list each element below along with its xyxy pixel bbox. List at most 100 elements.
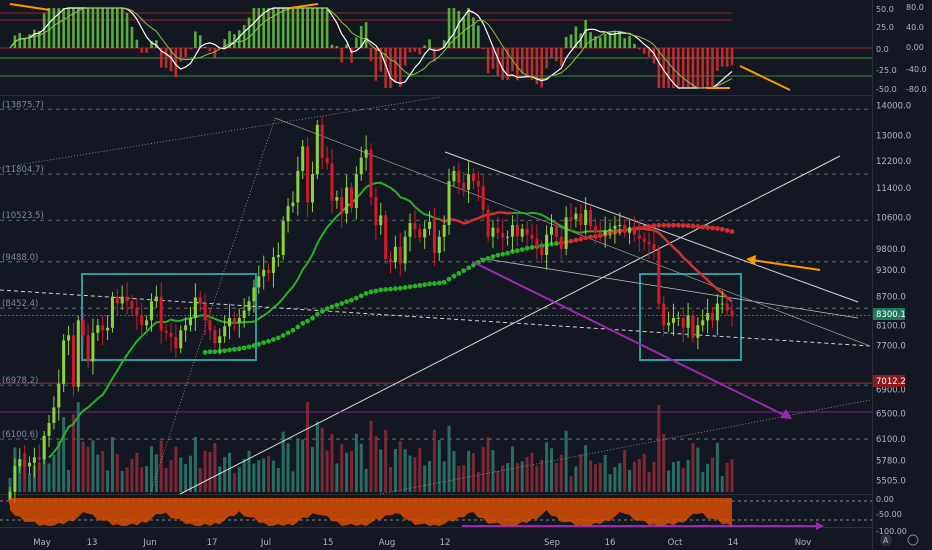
osc-histogram-bar bbox=[286, 8, 290, 48]
ma-long-dot bbox=[368, 289, 374, 295]
ma-long-dot bbox=[714, 226, 720, 231]
candle-body bbox=[237, 317, 241, 323]
candle-body bbox=[408, 223, 412, 237]
consolidation-box-left bbox=[81, 273, 257, 361]
volume-bar bbox=[471, 453, 475, 492]
candle-body bbox=[291, 202, 295, 207]
volume-bar bbox=[81, 441, 85, 492]
ma-long-dot bbox=[402, 285, 408, 291]
volume-bar bbox=[267, 455, 271, 492]
volume-bar bbox=[8, 478, 12, 492]
ma-long-dot bbox=[719, 226, 725, 232]
osc-histogram-bar bbox=[711, 48, 714, 88]
osc-top-outer-tick: 0.00 bbox=[906, 43, 924, 52]
ma-long-dot bbox=[305, 318, 310, 324]
volume-bar bbox=[140, 467, 144, 492]
candle-body bbox=[623, 224, 627, 233]
auto-scale-button[interactable]: A bbox=[880, 534, 892, 546]
candle-body bbox=[671, 317, 675, 323]
candle-body bbox=[667, 322, 671, 326]
osc-histogram-bar bbox=[501, 48, 505, 80]
osc-histogram-bar bbox=[174, 48, 178, 78]
trendline-dotted-top bbox=[0, 96, 441, 169]
osc-histogram-bar bbox=[194, 31, 197, 48]
osc-histogram-bar bbox=[37, 30, 41, 48]
osc-histogram-bar bbox=[389, 48, 392, 88]
osc-histogram-bar bbox=[530, 48, 534, 80]
volume-bar bbox=[149, 446, 153, 492]
osc-histogram-bar bbox=[457, 10, 461, 49]
osc-histogram-bar bbox=[203, 46, 207, 48]
candle-body bbox=[164, 330, 168, 333]
ma-long-dot bbox=[329, 304, 335, 310]
candle-body bbox=[359, 157, 363, 175]
osc-histogram-bar bbox=[159, 48, 163, 68]
osc-histogram-bar bbox=[316, 8, 319, 48]
time-axis-tick: 12 bbox=[440, 538, 451, 548]
candle-body bbox=[471, 174, 475, 182]
ma-long-dot bbox=[388, 286, 393, 292]
volume-bar bbox=[608, 474, 612, 492]
ma-long-dot bbox=[324, 306, 330, 312]
volume-bar bbox=[335, 463, 339, 492]
time-axis-tick: Nov bbox=[795, 538, 812, 548]
osc-histogram-bar bbox=[179, 48, 183, 62]
osc-histogram-bar bbox=[540, 48, 544, 88]
ma-long-dot bbox=[695, 224, 701, 229]
volume-bar bbox=[310, 446, 314, 492]
candle-body bbox=[354, 174, 358, 208]
candle-body bbox=[467, 174, 471, 190]
osc-histogram-bar bbox=[555, 48, 558, 62]
price-axis-tick: 5505.0 bbox=[876, 476, 906, 486]
volume-bar bbox=[71, 414, 75, 492]
auto-scale-icon[interactable] bbox=[880, 534, 892, 546]
osc-histogram-bar bbox=[145, 48, 148, 53]
osc-histogram-bar bbox=[472, 17, 475, 48]
ma-long-dot bbox=[680, 223, 686, 228]
price-axis-tick: 9800.0 bbox=[876, 245, 906, 255]
auto-scale-label[interactable]: A bbox=[883, 536, 889, 545]
consolidation-box-right bbox=[639, 273, 742, 361]
ma-long-dot bbox=[295, 324, 301, 330]
ma-long-dot bbox=[417, 283, 423, 288]
ma-long-dot bbox=[510, 249, 515, 254]
candle-body bbox=[642, 238, 646, 242]
ma-long-dot bbox=[334, 302, 340, 308]
settings-gear-icon[interactable] bbox=[907, 534, 919, 546]
orange-arrow-main-head bbox=[746, 255, 756, 265]
osc-histogram-bar bbox=[364, 22, 368, 48]
ma-long-dot bbox=[461, 268, 467, 274]
osc-histogram-bar bbox=[130, 26, 134, 48]
osc-histogram-bar bbox=[677, 48, 680, 88]
candle-body bbox=[281, 221, 285, 256]
settings-button[interactable] bbox=[907, 534, 919, 546]
osc-histogram-bar bbox=[189, 48, 192, 50]
volume-bar bbox=[257, 460, 261, 492]
osc-histogram-bar bbox=[184, 48, 187, 57]
orange-arrow-osc bbox=[739, 65, 791, 91]
candle-body bbox=[393, 246, 397, 263]
osc-histogram-bar bbox=[696, 48, 700, 88]
candle-body bbox=[315, 124, 319, 175]
osc-histogram-bar bbox=[242, 24, 246, 48]
osc-histogram-bar bbox=[413, 48, 417, 52]
osc-top-outer-tick: 40.0 bbox=[906, 23, 924, 32]
osc-histogram-bar bbox=[486, 48, 490, 74]
price-axis: 14000.0 13000.0 12200.0 11400.0 10600.0 9800.… bbox=[876, 102, 911, 487]
osc-top-inner-tick: -50.0 bbox=[876, 85, 897, 94]
osc-histogram-bar bbox=[428, 39, 431, 48]
osc-histogram-bar bbox=[81, 8, 85, 48]
volume-bar bbox=[76, 402, 80, 492]
volume-bar bbox=[184, 464, 188, 492]
candle-body bbox=[608, 228, 612, 231]
volume-bar bbox=[696, 447, 700, 492]
volume-bar bbox=[384, 429, 388, 492]
volume-bar bbox=[52, 454, 56, 492]
ma-long-dot bbox=[456, 271, 462, 276]
candle-body bbox=[525, 228, 529, 235]
ma-long-dot bbox=[319, 309, 325, 314]
osc-histogram-bar bbox=[96, 8, 100, 48]
trendline-dashed-support bbox=[0, 289, 871, 347]
time-axis-tick: Jul bbox=[260, 538, 271, 548]
